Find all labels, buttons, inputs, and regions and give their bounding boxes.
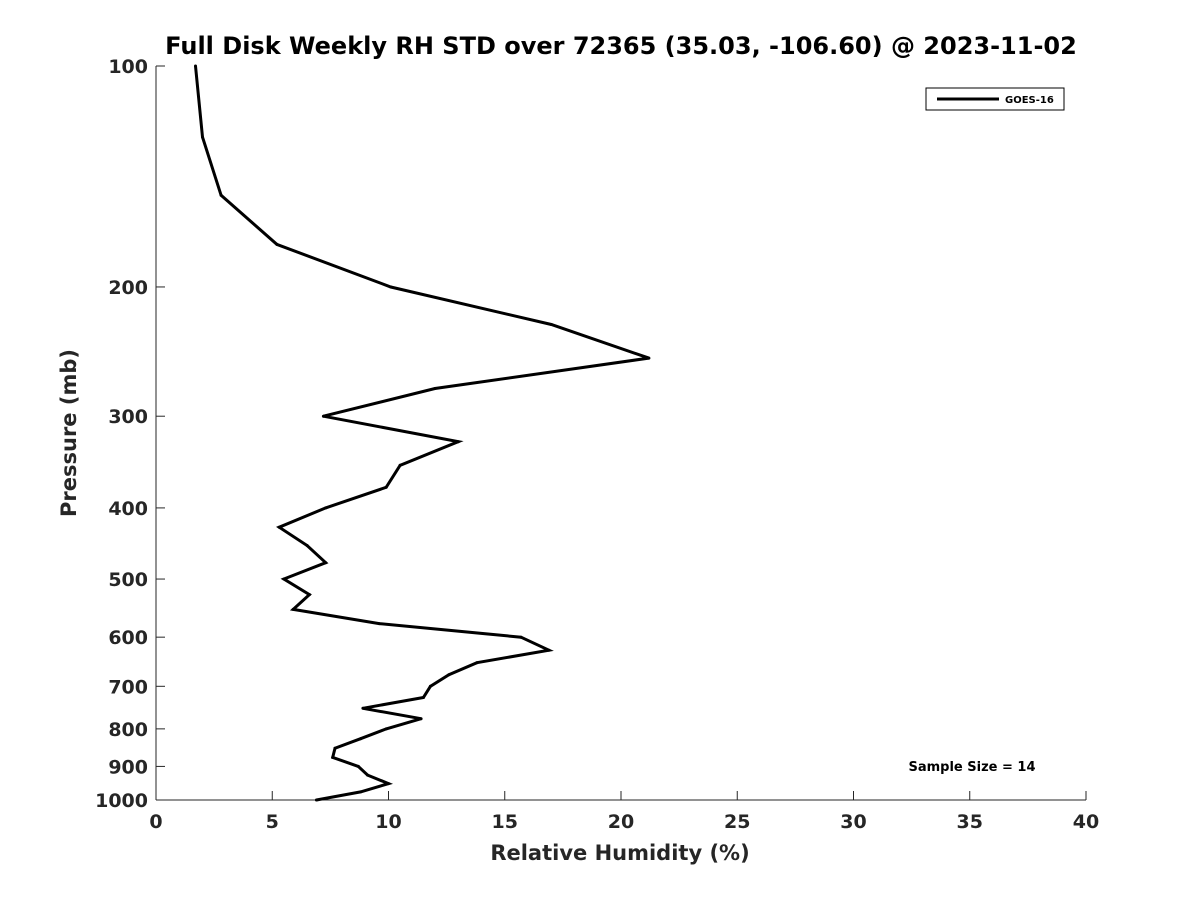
data-point xyxy=(194,64,197,68)
data-point xyxy=(307,593,311,597)
data-point xyxy=(428,684,432,688)
data-point xyxy=(291,607,295,611)
data-point xyxy=(519,635,523,639)
x-tick-label: 15 xyxy=(492,811,518,833)
data-point xyxy=(384,485,388,489)
x-tick-label: 0 xyxy=(149,811,162,833)
data-point xyxy=(356,764,360,768)
y-axis-label: Pressure (mb) xyxy=(57,349,81,517)
data-point xyxy=(389,285,393,289)
data-point xyxy=(475,661,479,665)
data-point xyxy=(277,525,281,529)
series-line-goes-16 xyxy=(194,65,650,802)
data-point xyxy=(331,755,335,759)
x-tick-label: 5 xyxy=(266,811,279,833)
data-point xyxy=(398,463,402,467)
data-point xyxy=(282,577,286,581)
y-tick-label: 100 xyxy=(108,56,148,78)
data-point xyxy=(305,544,309,547)
data-point xyxy=(456,440,460,444)
y-tick-label: 900 xyxy=(108,756,148,778)
x-tick-label: 10 xyxy=(375,811,401,833)
data-point xyxy=(421,696,425,699)
y-tick-label: 500 xyxy=(108,569,148,591)
data-point xyxy=(321,414,325,418)
data-point xyxy=(387,782,390,786)
data-point xyxy=(324,506,328,510)
axes xyxy=(155,66,1086,801)
y-tick-label: 800 xyxy=(108,719,148,741)
legend: GOES-16 xyxy=(925,87,1065,111)
data-point xyxy=(366,773,370,777)
x-tick-label: 20 xyxy=(608,811,634,833)
data-point xyxy=(547,648,551,652)
x-tick-label: 35 xyxy=(957,811,983,833)
data-point xyxy=(647,356,651,360)
data-point xyxy=(314,798,318,802)
data-point xyxy=(549,323,553,326)
data-point xyxy=(201,135,204,139)
data-point xyxy=(419,717,423,721)
data-point xyxy=(359,790,363,794)
data-point xyxy=(447,673,451,677)
y-tick-label: 300 xyxy=(108,406,148,428)
x-tick-label: 40 xyxy=(1073,811,1099,833)
chart-title: Full Disk Weekly RH STD over 72365 (35.0… xyxy=(165,32,1077,60)
data-point xyxy=(361,706,365,710)
sample-size-annotation: Sample Size = 14 xyxy=(908,760,1035,775)
data-point xyxy=(275,242,279,246)
data-point xyxy=(219,193,223,197)
data-point xyxy=(324,561,328,565)
y-tick-label: 200 xyxy=(108,277,148,299)
y-tick-label: 600 xyxy=(108,627,148,649)
data-point xyxy=(359,737,363,741)
y-tick-label: 400 xyxy=(108,498,148,520)
x-tick-label: 25 xyxy=(724,811,750,833)
x-axis-ticks: 0 5 10 15 20 25 30 35 40 xyxy=(149,791,1099,833)
legend-label: GOES-16 xyxy=(1005,95,1054,106)
data-point xyxy=(433,387,437,390)
x-axis-label: Relative Humidity (%) xyxy=(490,841,749,865)
data-point xyxy=(377,622,381,626)
data-point xyxy=(333,746,337,750)
data-point xyxy=(384,727,388,731)
x-tick-label: 30 xyxy=(840,811,866,833)
series-layer xyxy=(194,64,651,802)
y-tick-label: 1000 xyxy=(95,790,148,812)
y-tick-label: 700 xyxy=(108,676,148,698)
y-axis-ticks: 100 200 300 400 500 600 700 800 900 1000 xyxy=(95,56,165,812)
